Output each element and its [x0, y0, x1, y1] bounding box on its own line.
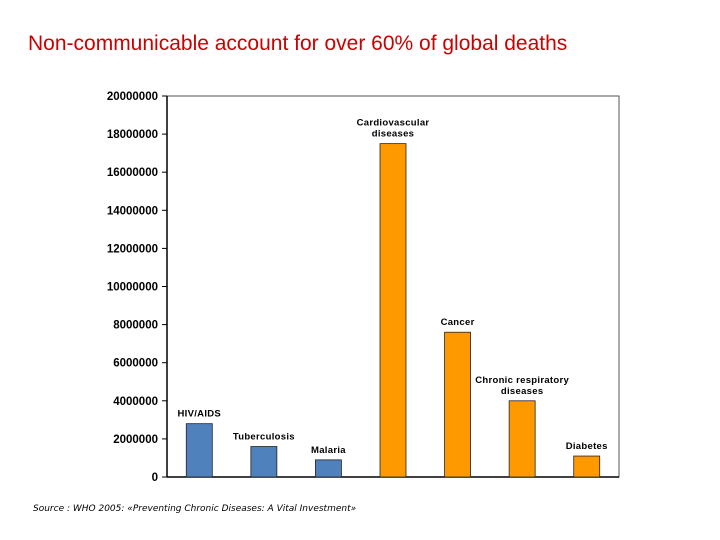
bar-label: diseases	[501, 386, 544, 397]
bar	[379, 143, 407, 478]
bar-label: Cancer	[441, 317, 475, 328]
y-tick-label: 6000000	[113, 358, 158, 370]
slide-title: Non-communicable account for over 60% of…	[28, 32, 568, 55]
bar	[573, 455, 601, 478]
source-note: Source : WHO 2005: «Preventing Chronic D…	[33, 504, 357, 514]
y-tick-label: 20000000	[107, 91, 158, 103]
y-tick-label: 0	[152, 472, 158, 484]
y-tick-label: 12000000	[107, 243, 158, 255]
y-tick-label: 8000000	[113, 320, 158, 332]
bar-label: Cardiovascular	[357, 118, 430, 129]
bar	[508, 400, 536, 478]
y-tick-label: 14000000	[107, 205, 158, 217]
bar-label: Tuberculosis	[233, 432, 295, 443]
bar	[185, 423, 213, 478]
bar-label: Malaria	[311, 445, 346, 456]
bar-label: Chronic respiratory	[475, 375, 569, 386]
bar	[444, 331, 471, 478]
y-tick-label: 10000000	[107, 282, 158, 294]
y-tick-label: 4000000	[113, 396, 158, 408]
bar-label: Diabetes	[566, 441, 608, 452]
bar-label: diseases	[372, 129, 415, 140]
y-tick-label: 18000000	[107, 129, 158, 141]
bar	[250, 446, 278, 478]
bar-label: HIV/AIDS	[177, 409, 221, 420]
y-tick-label: 16000000	[107, 167, 158, 179]
y-tick-label: 2000000	[113, 434, 158, 446]
bar	[315, 459, 342, 478]
